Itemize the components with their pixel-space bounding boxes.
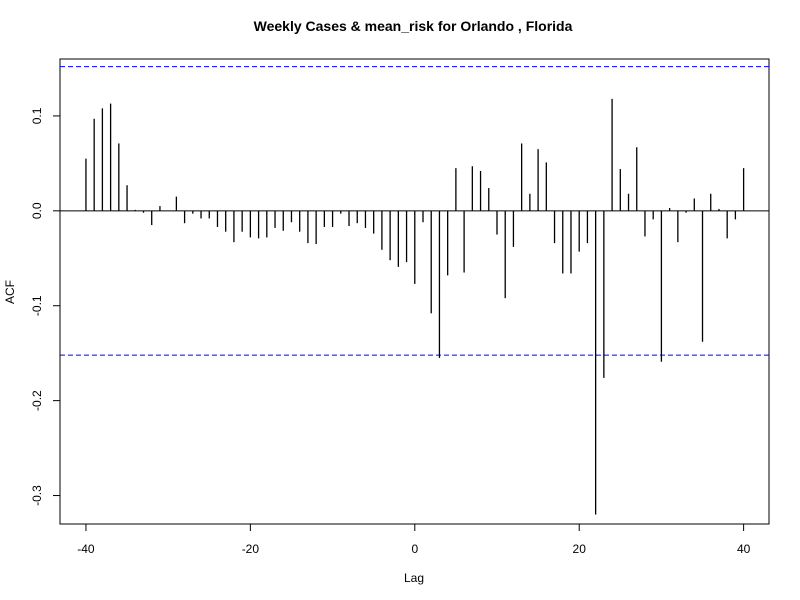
y-tick-label: -0.1: [30, 295, 44, 316]
plot-frame: [59, 58, 770, 525]
x-tick-label: -20: [242, 542, 260, 556]
chart-title: Weekly Cases & mean_risk for Orlando , F…: [254, 18, 573, 34]
y-axis-label: ACF: [3, 280, 17, 304]
x-axis: -40 -20 0 20 40: [77, 523, 751, 556]
x-tick-label: 40: [737, 542, 751, 556]
y-tick-label: -0.3: [30, 485, 44, 506]
x-axis-label: Lag: [404, 571, 424, 585]
x-tick-label: -40: [77, 542, 95, 556]
confidence-bounds: [60, 66, 769, 356]
y-axis: -0.3 -0.2 -0.1 0.0 0.1: [30, 107, 61, 506]
y-tick-label: 0.0: [30, 202, 44, 219]
x-tick-label: 20: [573, 542, 587, 556]
acf-bars: [85, 98, 745, 515]
y-tick-label: 0.1: [30, 107, 44, 124]
y-tick-label: -0.2: [30, 390, 44, 411]
x-tick-label: 0: [411, 542, 418, 556]
